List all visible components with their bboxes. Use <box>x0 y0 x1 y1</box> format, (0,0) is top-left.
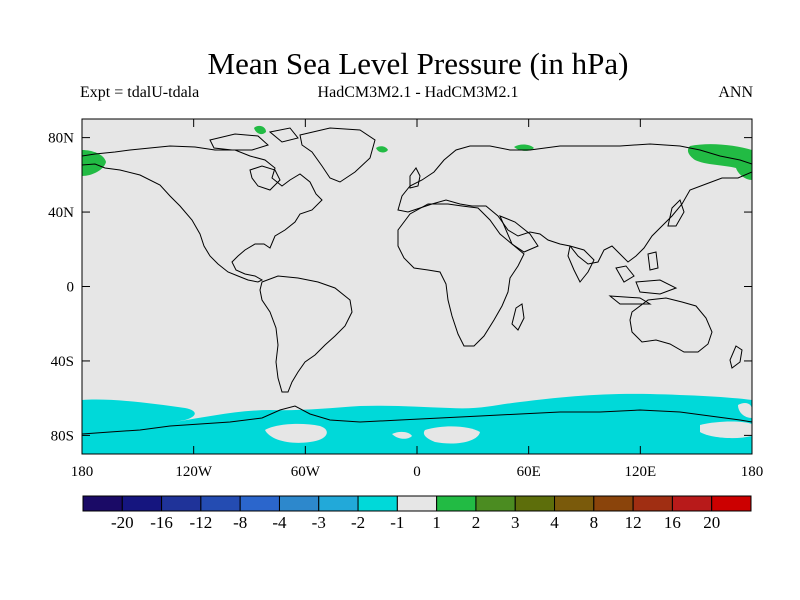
colorbar-label: 2 <box>472 513 481 532</box>
colorbar-swatch <box>278 495 320 512</box>
colorbar-label: 8 <box>590 513 599 532</box>
colorbar-swatch <box>161 495 202 512</box>
antarctic-light-patch <box>738 402 752 418</box>
colorbar-swatch <box>357 495 398 512</box>
longitude-tick-label: 180 <box>741 464 764 480</box>
colorbar-swatch <box>121 495 163 512</box>
antarctic-light-patch <box>265 423 327 443</box>
madagascar-coastline <box>511 303 525 331</box>
hudson-bay-coastline <box>249 165 281 191</box>
eurasia-coastline <box>397 143 752 265</box>
greenland-positive-region <box>254 125 266 135</box>
colorbar-label: -2 <box>351 513 365 532</box>
longitude-tick-label: 180 <box>71 464 94 480</box>
colorbar-label: -16 <box>150 513 173 532</box>
africa-coastline <box>397 203 525 347</box>
longitude-tick-label: 0 <box>413 464 421 480</box>
latitude-tick-label: 0 <box>67 280 75 296</box>
longitude-tick-label: 60E <box>517 464 541 480</box>
colorbar-label: -1 <box>390 513 404 532</box>
latitude-tick-label: 40N <box>48 205 74 221</box>
colorbar-swatch <box>318 495 359 512</box>
model-comparison-label: HadCM3M2.1 - HadCM3M2.1 <box>317 84 519 101</box>
colorbar-label: 16 <box>664 513 681 532</box>
latitude-tick-label: 80S <box>51 428 74 444</box>
colorbar-swatch <box>239 495 280 512</box>
colorbar-label: -4 <box>272 513 287 532</box>
anomaly-fills <box>82 125 752 454</box>
colorbar-swatch <box>554 495 595 512</box>
latitude-ticks: 80N 40N 0 40S 80S <box>48 131 752 444</box>
colorbar: -20 -16 -12 -8 -4 -3 -2 -1 1 2 3 4 8 12 16 20 <box>82 495 752 532</box>
longitude-tick-label: 60W <box>291 464 321 480</box>
experiment-label: Expt = tdalU-tdala <box>80 84 200 101</box>
alaska-positive-region <box>82 150 106 176</box>
colorbar-label: 4 <box>550 513 559 532</box>
antarctic-light-patch <box>700 421 752 439</box>
japan-coastline <box>667 199 685 227</box>
map-title: Mean Sea Level Pressure (in hPa) <box>207 46 629 81</box>
arabian-peninsula-coastline <box>499 215 539 253</box>
colorbar-label: -3 <box>312 513 326 532</box>
longitude-tick-label: 120E <box>624 464 656 480</box>
india-coastline <box>567 245 595 283</box>
colorbar-swatch <box>200 495 241 512</box>
season-label: ANN <box>718 84 753 101</box>
southern-ocean-negative-region <box>82 393 752 454</box>
antarctica-coastline <box>82 405 752 435</box>
colorbar-swatch <box>593 495 634 512</box>
colorbar-label: -20 <box>111 513 134 532</box>
canadian-arctic-islands-coastline <box>209 127 299 151</box>
coastlines <box>82 127 752 435</box>
antarctic-light-patch <box>423 426 480 444</box>
colorbar-label: -12 <box>190 513 213 532</box>
colorbar-label: -8 <box>233 513 247 532</box>
north-america-coastline <box>82 145 323 283</box>
colorbar-label: 1 <box>432 513 441 532</box>
colorbar-swatch <box>475 495 516 512</box>
south-america-coastline <box>259 275 353 393</box>
arctic-positive-region <box>376 146 388 153</box>
colorbar-label: 20 <box>703 513 720 532</box>
colorbar-swatch <box>711 495 752 512</box>
southeast-asia-islands-coastline <box>608 251 678 305</box>
longitude-tick-label: 120W <box>175 464 213 480</box>
colorbar-label: 12 <box>625 513 642 532</box>
antarctic-light-patch <box>392 431 412 439</box>
arctic-positive-region <box>514 144 534 151</box>
colorbar-swatch <box>671 495 713 512</box>
colorbar-swatch <box>632 495 673 512</box>
greenland-coastline <box>299 127 376 183</box>
longitude-ticks: 180 120W 60W 0 60E 120E 180 <box>71 119 764 480</box>
colorbar-swatch <box>514 495 556 512</box>
latitude-tick-label: 40S <box>51 354 74 370</box>
britain-coastline <box>409 167 421 189</box>
australia-coastline <box>629 297 713 353</box>
colorbar-label: 3 <box>511 513 520 532</box>
colorbar-swatch <box>396 495 438 512</box>
new-zealand-coastline <box>729 345 743 369</box>
latitude-tick-label: 80N <box>48 131 74 147</box>
colorbar-swatch <box>82 495 123 512</box>
chukotka-positive-region <box>687 144 752 180</box>
colorbar-swatch <box>436 495 477 512</box>
